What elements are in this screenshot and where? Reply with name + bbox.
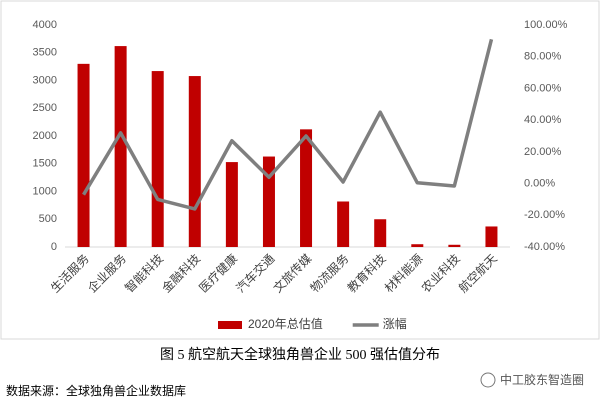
bar xyxy=(485,226,498,247)
y2-tick-label: -40.00% xyxy=(524,241,565,253)
x-tick-label: 企业服务 xyxy=(84,251,129,296)
y2-tick-label: -20.00% xyxy=(524,209,565,221)
watermark: 中工胶东智造圈 xyxy=(500,372,584,387)
bar xyxy=(262,156,275,247)
x-tick-label: 材料能源 xyxy=(382,251,426,295)
line xyxy=(82,38,494,211)
y-tick-label: 0 xyxy=(51,241,57,253)
legend-swatch xyxy=(218,321,242,329)
x-tick-label: 农业科技 xyxy=(419,251,463,295)
y2-tick-label: 20.00% xyxy=(524,146,562,158)
x-tick-label: 文旅传媒 xyxy=(270,251,315,296)
y-tick-label: 2000 xyxy=(33,130,57,142)
x-tick-label: 航空航天 xyxy=(455,251,500,296)
source: 数据来源：全球独角兽企业数据库 xyxy=(6,383,186,398)
bar xyxy=(225,162,238,247)
y-tick-label: 3000 xyxy=(33,74,57,86)
chart-border xyxy=(0,0,600,340)
y2-tick-label: 0.00% xyxy=(524,177,555,189)
y-tick-label: 2500 xyxy=(33,102,57,114)
bar xyxy=(151,71,164,247)
x-tick-label: 物流服务 xyxy=(307,251,352,296)
y-tick-label: 500 xyxy=(39,213,57,225)
bar xyxy=(411,244,424,247)
x-tick-label: 生活服务 xyxy=(47,251,92,296)
x-tick-label: 医疗健康 xyxy=(196,251,241,296)
legend-label: 2020年总估值 xyxy=(248,316,323,331)
y2-tick-label: 60.00% xyxy=(524,82,562,94)
y2-tick-label: 100.00% xyxy=(524,19,568,31)
bar xyxy=(77,63,90,247)
legend-label: 涨幅 xyxy=(383,316,407,331)
watermark-icon xyxy=(480,372,496,388)
y-tick-label: 1500 xyxy=(33,158,57,170)
x-tick-label: 智能科技 xyxy=(122,251,167,296)
y-tick-label: 1000 xyxy=(33,185,57,197)
y-tick-label: 3500 xyxy=(33,47,57,59)
bar xyxy=(188,76,201,247)
y2-tick-label: 40.00% xyxy=(524,114,562,126)
bar xyxy=(337,201,350,247)
bar xyxy=(300,129,313,247)
bar xyxy=(374,219,387,247)
x-tick-label: 金融科技 xyxy=(159,251,204,296)
x-tick-label: 教育科技 xyxy=(344,251,389,296)
y-tick-label: 4000 xyxy=(33,19,57,31)
bar xyxy=(114,46,127,248)
y2-tick-label: 80.00% xyxy=(524,51,562,63)
x-tick-label: 汽车交通 xyxy=(233,251,278,296)
bar xyxy=(448,244,461,247)
caption: 图 5 航空航天全球独角兽企业 500 强估值分布 xyxy=(160,346,440,363)
